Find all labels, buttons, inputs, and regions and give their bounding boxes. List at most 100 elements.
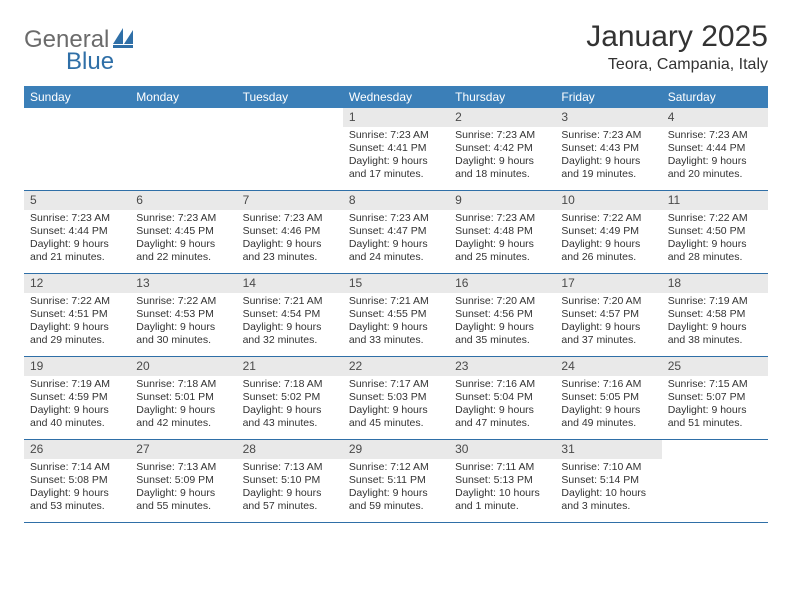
day-number: 23 — [449, 357, 555, 376]
week-row: 12Sunrise: 7:22 AMSunset: 4:51 PMDayligh… — [24, 274, 768, 357]
day-number: 31 — [555, 440, 661, 459]
day-cell: 5Sunrise: 7:23 AMSunset: 4:44 PMDaylight… — [24, 191, 130, 273]
daylight-text: Daylight: 9 hours and 21 minutes. — [30, 238, 124, 264]
day-number: 24 — [555, 357, 661, 376]
day-number: 13 — [130, 274, 236, 293]
day-number: 11 — [662, 191, 768, 210]
day-cell: 9Sunrise: 7:23 AMSunset: 4:48 PMDaylight… — [449, 191, 555, 273]
day-body: Sunrise: 7:22 AMSunset: 4:49 PMDaylight:… — [555, 210, 661, 269]
daylight-text: Daylight: 9 hours and 53 minutes. — [30, 487, 124, 513]
day-number: 25 — [662, 357, 768, 376]
location: Teora, Campania, Italy — [586, 56, 768, 74]
day-cell: 25Sunrise: 7:15 AMSunset: 5:07 PMDayligh… — [662, 357, 768, 439]
sunrise-text: Sunrise: 7:19 AM — [30, 378, 124, 391]
day-cell: 30Sunrise: 7:11 AMSunset: 5:13 PMDayligh… — [449, 440, 555, 522]
sunrise-text: Sunrise: 7:23 AM — [349, 212, 443, 225]
day-body: Sunrise: 7:13 AMSunset: 5:09 PMDaylight:… — [130, 459, 236, 518]
daylight-text: Daylight: 9 hours and 51 minutes. — [668, 404, 762, 430]
sunset-text: Sunset: 4:58 PM — [668, 308, 762, 321]
day-cell: 16Sunrise: 7:20 AMSunset: 4:56 PMDayligh… — [449, 274, 555, 356]
week-row: 5Sunrise: 7:23 AMSunset: 4:44 PMDaylight… — [24, 191, 768, 274]
daylight-text: Daylight: 9 hours and 55 minutes. — [136, 487, 230, 513]
daylight-text: Daylight: 9 hours and 40 minutes. — [30, 404, 124, 430]
header: General Blue January 2025 Teora, Campani… — [24, 20, 768, 74]
dow-sunday: Sunday — [24, 86, 130, 108]
daylight-text: Daylight: 9 hours and 37 minutes. — [561, 321, 655, 347]
day-number: 6 — [130, 191, 236, 210]
sunrise-text: Sunrise: 7:16 AM — [455, 378, 549, 391]
sunset-text: Sunset: 4:46 PM — [243, 225, 337, 238]
sunrise-text: Sunrise: 7:22 AM — [136, 295, 230, 308]
sunset-text: Sunset: 5:01 PM — [136, 391, 230, 404]
day-number: 1 — [343, 108, 449, 127]
sunrise-text: Sunrise: 7:23 AM — [668, 129, 762, 142]
day-number: 18 — [662, 274, 768, 293]
day-body: Sunrise: 7:10 AMSunset: 5:14 PMDaylight:… — [555, 459, 661, 518]
sunset-text: Sunset: 5:14 PM — [561, 474, 655, 487]
sunrise-text: Sunrise: 7:19 AM — [668, 295, 762, 308]
daylight-text: Daylight: 9 hours and 35 minutes. — [455, 321, 549, 347]
day-number: 28 — [237, 440, 343, 459]
day-number: 17 — [555, 274, 661, 293]
day-body: Sunrise: 7:18 AMSunset: 5:01 PMDaylight:… — [130, 376, 236, 435]
sunrise-text: Sunrise: 7:20 AM — [561, 295, 655, 308]
day-number: 5 — [24, 191, 130, 210]
logo-text-2: Blue — [66, 48, 114, 76]
sunrise-text: Sunrise: 7:18 AM — [136, 378, 230, 391]
day-cell — [130, 108, 236, 190]
day-number: 8 — [343, 191, 449, 210]
day-body: Sunrise: 7:23 AMSunset: 4:42 PMDaylight:… — [449, 127, 555, 186]
day-number: 19 — [24, 357, 130, 376]
day-body: Sunrise: 7:19 AMSunset: 4:58 PMDaylight:… — [662, 293, 768, 352]
sunrise-text: Sunrise: 7:21 AM — [243, 295, 337, 308]
day-number: 4 — [662, 108, 768, 127]
day-cell: 29Sunrise: 7:12 AMSunset: 5:11 PMDayligh… — [343, 440, 449, 522]
sunrise-text: Sunrise: 7:23 AM — [455, 212, 549, 225]
sunrise-text: Sunrise: 7:17 AM — [349, 378, 443, 391]
day-cell: 22Sunrise: 7:17 AMSunset: 5:03 PMDayligh… — [343, 357, 449, 439]
sunrise-text: Sunrise: 7:13 AM — [136, 461, 230, 474]
day-cell: 23Sunrise: 7:16 AMSunset: 5:04 PMDayligh… — [449, 357, 555, 439]
day-body: Sunrise: 7:20 AMSunset: 4:56 PMDaylight:… — [449, 293, 555, 352]
sunset-text: Sunset: 4:57 PM — [561, 308, 655, 321]
daylight-text: Daylight: 9 hours and 24 minutes. — [349, 238, 443, 264]
day-body: Sunrise: 7:22 AMSunset: 4:50 PMDaylight:… — [662, 210, 768, 269]
sunset-text: Sunset: 5:11 PM — [349, 474, 443, 487]
day-cell: 26Sunrise: 7:14 AMSunset: 5:08 PMDayligh… — [24, 440, 130, 522]
sunset-text: Sunset: 4:55 PM — [349, 308, 443, 321]
daylight-text: Daylight: 9 hours and 45 minutes. — [349, 404, 443, 430]
day-cell: 15Sunrise: 7:21 AMSunset: 4:55 PMDayligh… — [343, 274, 449, 356]
sunset-text: Sunset: 5:05 PM — [561, 391, 655, 404]
sunset-text: Sunset: 4:44 PM — [668, 142, 762, 155]
day-cell: 7Sunrise: 7:23 AMSunset: 4:46 PMDaylight… — [237, 191, 343, 273]
day-number: 14 — [237, 274, 343, 293]
daylight-text: Daylight: 9 hours and 30 minutes. — [136, 321, 230, 347]
daylight-text: Daylight: 9 hours and 42 minutes. — [136, 404, 230, 430]
day-cell — [662, 440, 768, 522]
sunrise-text: Sunrise: 7:23 AM — [349, 129, 443, 142]
daylight-text: Daylight: 9 hours and 57 minutes. — [243, 487, 337, 513]
sunset-text: Sunset: 5:08 PM — [30, 474, 124, 487]
day-cell — [237, 108, 343, 190]
sunset-text: Sunset: 4:50 PM — [668, 225, 762, 238]
sunrise-text: Sunrise: 7:14 AM — [30, 461, 124, 474]
day-body: Sunrise: 7:22 AMSunset: 4:51 PMDaylight:… — [24, 293, 130, 352]
day-body: Sunrise: 7:17 AMSunset: 5:03 PMDaylight:… — [343, 376, 449, 435]
sunrise-text: Sunrise: 7:18 AM — [243, 378, 337, 391]
sunset-text: Sunset: 4:53 PM — [136, 308, 230, 321]
day-body: Sunrise: 7:15 AMSunset: 5:07 PMDaylight:… — [662, 376, 768, 435]
day-body: Sunrise: 7:23 AMSunset: 4:44 PMDaylight:… — [24, 210, 130, 269]
day-cell: 21Sunrise: 7:18 AMSunset: 5:02 PMDayligh… — [237, 357, 343, 439]
day-cell: 1Sunrise: 7:23 AMSunset: 4:41 PMDaylight… — [343, 108, 449, 190]
sunset-text: Sunset: 4:43 PM — [561, 142, 655, 155]
sunrise-text: Sunrise: 7:21 AM — [349, 295, 443, 308]
month-title: January 2025 — [586, 20, 768, 54]
day-body: Sunrise: 7:23 AMSunset: 4:48 PMDaylight:… — [449, 210, 555, 269]
sunset-text: Sunset: 4:42 PM — [455, 142, 549, 155]
sunset-text: Sunset: 4:51 PM — [30, 308, 124, 321]
sunset-text: Sunset: 4:48 PM — [455, 225, 549, 238]
day-number: 16 — [449, 274, 555, 293]
day-cell: 19Sunrise: 7:19 AMSunset: 4:59 PMDayligh… — [24, 357, 130, 439]
sunrise-text: Sunrise: 7:10 AM — [561, 461, 655, 474]
week-row: 26Sunrise: 7:14 AMSunset: 5:08 PMDayligh… — [24, 440, 768, 523]
